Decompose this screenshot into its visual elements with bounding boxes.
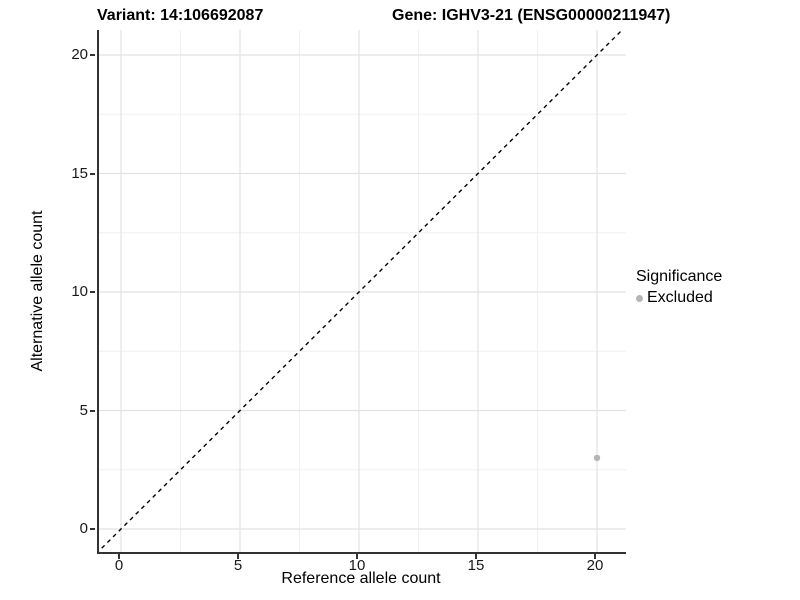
y-tick-label: 5: [79, 401, 88, 419]
y-tick-mark: [90, 172, 95, 175]
x-tick-label: 10: [348, 557, 366, 574]
x-tick-mark: [594, 554, 596, 559]
x-tick-mark: [237, 554, 239, 559]
y-tick-label: 0: [79, 520, 88, 537]
x-tick-mark: [118, 554, 120, 559]
legend-title: Significance: [636, 268, 723, 285]
y-tick-mark: [90, 291, 95, 293]
x-tick-mark: [356, 554, 358, 559]
x-tick-label: 5: [233, 557, 243, 574]
plot-panel: [97, 30, 626, 554]
y-axis-title: Alternative allele count: [29, 210, 46, 372]
plot-title-variant: Variant: 14:106692087: [97, 7, 264, 24]
legend-dot-icon: [636, 294, 643, 302]
x-tick-label: 0: [114, 557, 124, 574]
y-tick-mark: [90, 528, 95, 530]
y-tick-label: 15: [71, 164, 88, 182]
y-tick-mark: [90, 409, 95, 412]
x-tick-mark: [475, 554, 477, 559]
x-axis-title: Reference allele count: [281, 570, 441, 587]
x-tick-label: 15: [467, 557, 485, 574]
y-tick-label: 20: [71, 46, 88, 63]
data-point: [593, 454, 601, 462]
x-tick-label: 20: [586, 557, 604, 574]
y-tick-label: 10: [71, 283, 88, 300]
plot-canvas: [99, 30, 626, 552]
legend: Significance Excluded: [636, 268, 722, 307]
legend-item-excluded: Excluded: [636, 289, 722, 307]
legend-item-label: Excluded: [647, 289, 713, 306]
y-tick-mark: [90, 54, 95, 56]
plot-title-gene: Gene: IGHV3-21 (ENSG00000211947): [392, 7, 671, 24]
